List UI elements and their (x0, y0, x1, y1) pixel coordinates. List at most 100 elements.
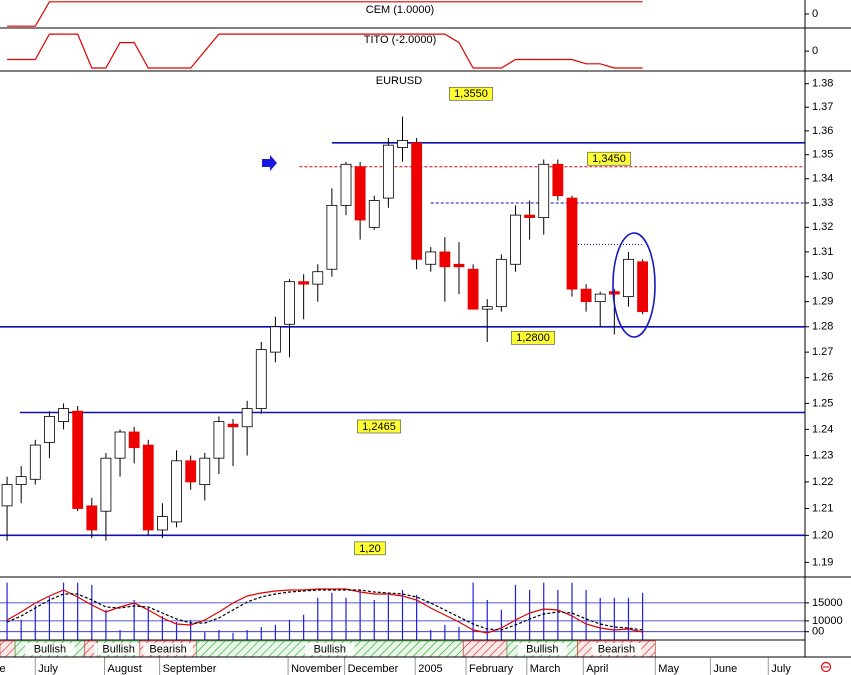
candle-body (425, 251, 437, 265)
candle-body (453, 263, 465, 268)
regime-label: Bullish (314, 643, 346, 655)
y-tick-label: 1.22 (812, 476, 833, 488)
x-tick-label: February (469, 663, 514, 675)
candle-body (495, 258, 507, 308)
candle-body (58, 408, 69, 422)
regime-band (462, 640, 508, 658)
y-tick-label: 1.25 (812, 397, 833, 409)
y-tick-label: 1.30 (812, 271, 833, 283)
y-tick-label: 1.35 (812, 149, 833, 161)
candle-body (100, 457, 112, 512)
candle-body (128, 431, 140, 449)
y-tick-label: 1.31 (812, 246, 833, 258)
x-tick-label: December (348, 663, 399, 675)
y-tick-label: 1.26 (812, 372, 833, 384)
y-tick-label: 1.33 (812, 197, 833, 209)
x-tick-label: July (771, 663, 791, 675)
y-tick-label: 15000 (812, 597, 843, 609)
level-label: 1,2800 (516, 332, 550, 344)
regime-label: Bullish (102, 643, 134, 655)
panel-title: TITO (-2.0000) (364, 34, 437, 46)
level-label: 1,3450 (592, 153, 626, 165)
oscillator-line (6, 589, 643, 631)
candle-body (524, 214, 536, 218)
candle-body (326, 204, 338, 270)
candle-body (623, 258, 634, 298)
panel-title: CEM (1.0000) (366, 4, 434, 16)
candle-body (312, 271, 324, 285)
y-tick-label: 1.38 (812, 78, 833, 90)
indicator-line (7, 33, 643, 69)
y-tick-label: 1.36 (812, 125, 833, 137)
y-tick-label: 1.28 (812, 321, 833, 333)
candle-body (368, 200, 380, 228)
y-tick-label: 1.21 (812, 502, 833, 514)
candle-body (284, 281, 295, 325)
level-label: 1,3550 (454, 88, 488, 100)
x-tick-label: August (108, 663, 142, 675)
y-tick-label: 0 (812, 8, 818, 20)
y-tick-label: 00 (812, 626, 824, 638)
candle-body (15, 476, 27, 485)
candle-body (1, 484, 13, 507)
candle-body (255, 349, 267, 410)
x-tick-label: April (586, 663, 608, 675)
y-tick-label: 10000 (812, 615, 843, 627)
y-tick-label: 1.24 (812, 423, 833, 435)
candle-body (510, 214, 521, 265)
candle-body (72, 410, 84, 509)
candle-body (241, 408, 253, 428)
highlight-ellipse (612, 232, 656, 338)
status-icon (820, 661, 832, 673)
x-tick-label: July (38, 663, 58, 675)
level-label: 1,20 (359, 543, 380, 555)
regime-label-bg (93, 643, 144, 655)
level-label-box (587, 151, 631, 166)
y-tick-label: 1.23 (812, 449, 833, 461)
x-tick-label: May (658, 663, 679, 675)
regime-label: Bearish (149, 643, 186, 655)
candle-body (538, 163, 550, 218)
level-label-box (511, 330, 555, 345)
candle-body (411, 142, 423, 260)
candle-body (29, 444, 41, 480)
arrow (262, 155, 277, 171)
candle-body (608, 291, 620, 295)
candle-body (580, 288, 592, 303)
candle-body (354, 166, 366, 221)
candle-body (552, 163, 564, 197)
y-tick-label: 1.29 (812, 296, 833, 308)
level-label-box (354, 541, 386, 556)
regime-label: Bullish (526, 643, 558, 655)
chart-title: EURUSD (376, 75, 423, 87)
y-tick-label: 1.27 (812, 346, 833, 358)
level-label-box (449, 86, 493, 101)
y-tick-label: 1.34 (812, 173, 833, 185)
x-tick-label: June (713, 663, 737, 675)
candle-body (481, 306, 493, 310)
x-tick-label: 2005 (418, 663, 442, 675)
regime-label-bg (591, 643, 642, 655)
candle-body (269, 326, 281, 353)
candle-body (44, 415, 55, 443)
candle-body (467, 268, 479, 310)
regime-label: Bullish (34, 643, 66, 655)
candle-body (185, 460, 197, 483)
candle-body (171, 460, 182, 523)
candle-body (227, 423, 239, 428)
y-tick-label: 0 (812, 45, 818, 57)
y-tick-label: 1.32 (812, 221, 833, 233)
candle-body (86, 505, 98, 531)
regime-label-bg (305, 643, 355, 655)
x-tick-label: September (163, 663, 217, 675)
candle-body (594, 293, 606, 303)
level-label: 1,2465 (362, 421, 396, 433)
regime-band (0, 640, 16, 658)
regime-label: Bearish (598, 643, 635, 655)
candle-body (213, 421, 225, 459)
candle-body (298, 281, 310, 285)
oscillator-line (6, 588, 643, 634)
